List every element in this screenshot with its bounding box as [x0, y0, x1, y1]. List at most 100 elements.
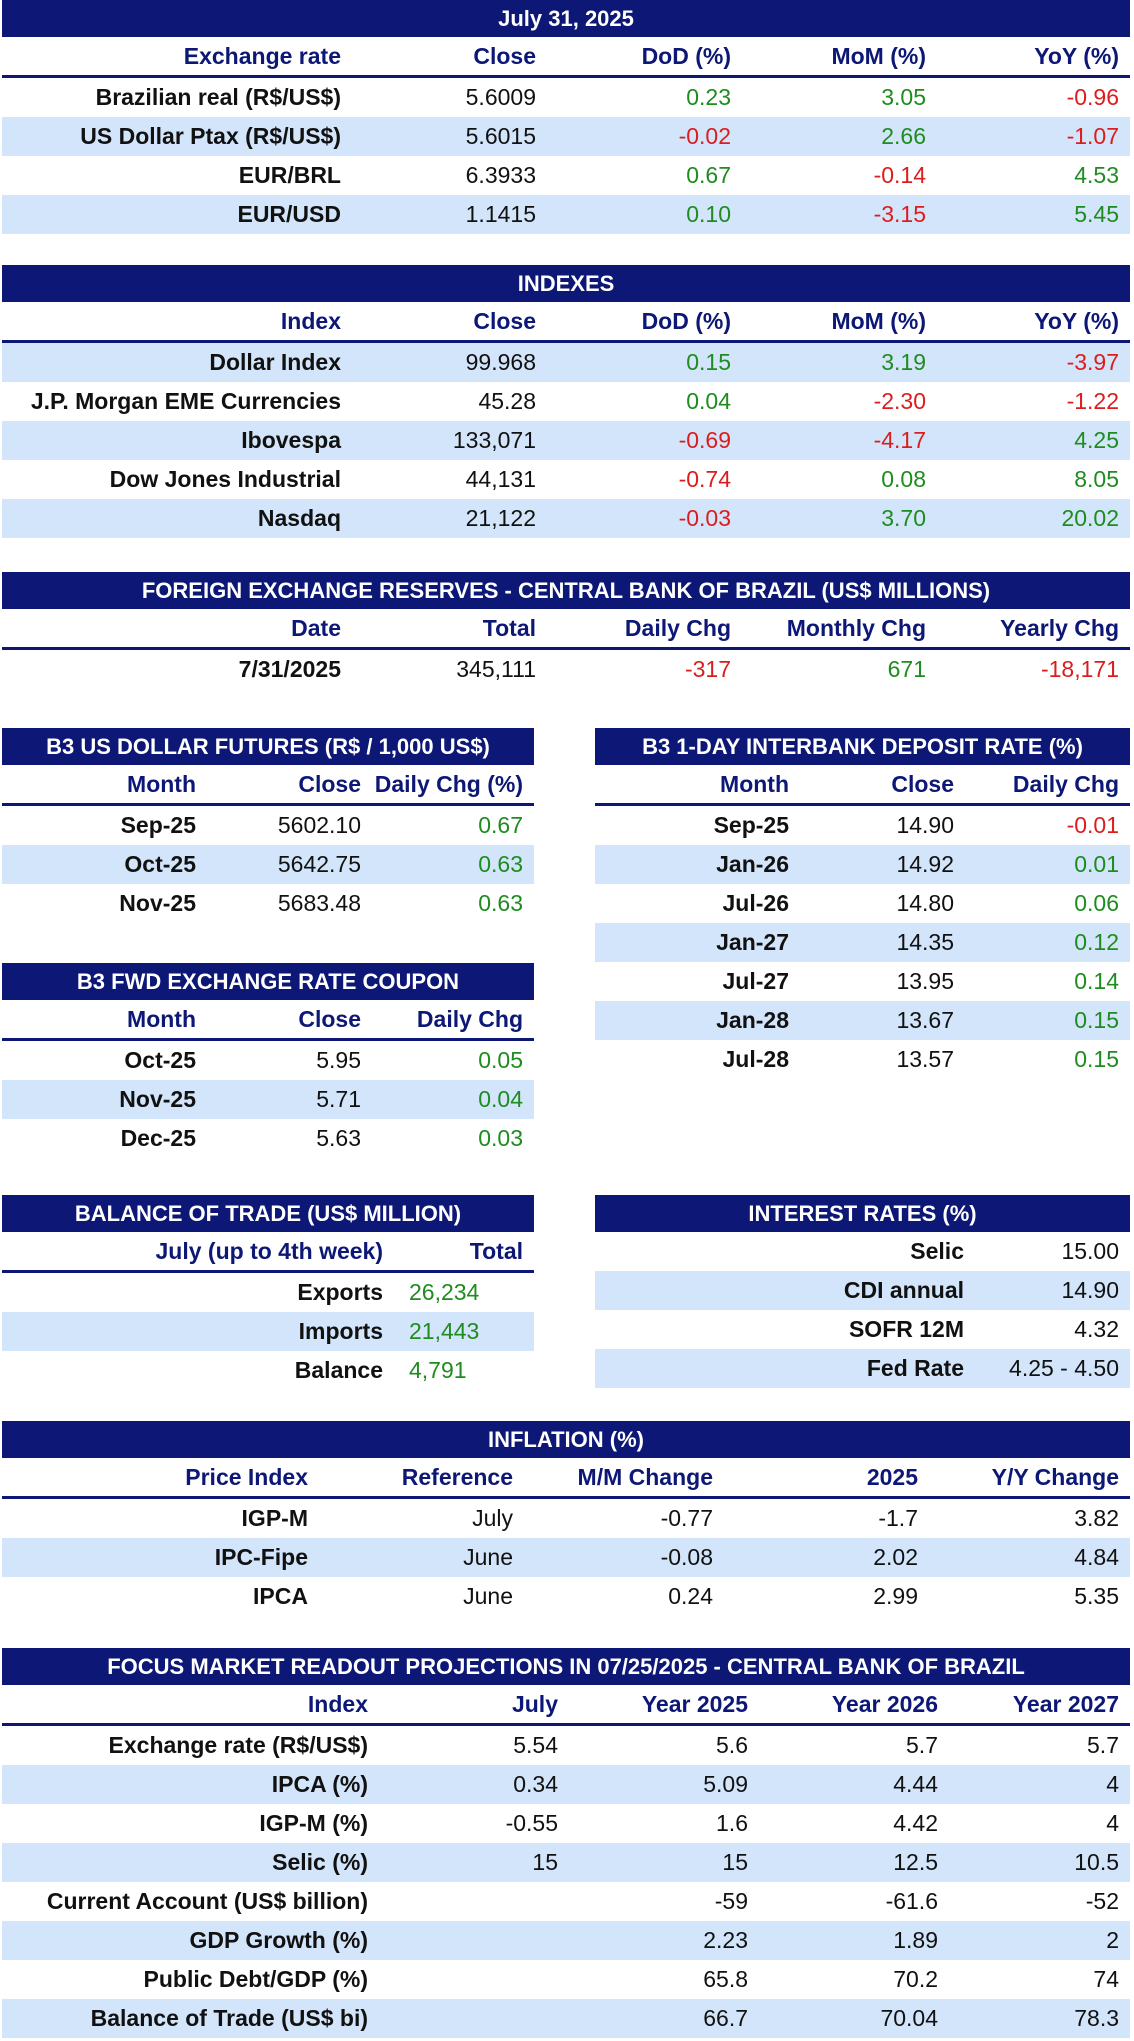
- cell-value: 15: [532, 1849, 558, 1875]
- cell-value: 3.05: [881, 84, 926, 110]
- column-header-close: Close: [298, 771, 361, 797]
- table-row: IPC-Fipe June -0.08 2.02 4.84: [2, 1538, 1130, 1577]
- table-row: Selic (%) 15 15 12.5 10.5: [2, 1843, 1130, 1882]
- cell-value: [374, 1882, 558, 1921]
- cell-value: -0.74: [678, 466, 731, 492]
- column-header-yoy: YoY (%): [1034, 43, 1119, 69]
- column-header-yearly-chg: Yearly Chg: [1000, 615, 1119, 641]
- cell-value: 45.28: [478, 388, 536, 414]
- table-row: Jul-26 14.80 0.06: [595, 884, 1130, 923]
- table-title: FOREIGN EXCHANGE RESERVES - CENTRAL BANK…: [2, 572, 1130, 609]
- row-label: GDP Growth (%): [189, 1927, 368, 1953]
- table-row: SOFR 12M 4.32: [595, 1310, 1130, 1349]
- cell-value: 21,122: [465, 505, 536, 531]
- table-title: BALANCE OF TRADE (US$ MILLION): [2, 1195, 534, 1232]
- cell-value: 26,234: [409, 1279, 480, 1305]
- column-header-mom: MoM (%): [831, 308, 926, 334]
- row-label: Brazilian real (R$/US$): [95, 84, 341, 110]
- cell-value: 0.24: [668, 1583, 713, 1609]
- cell-value: -1.22: [1066, 388, 1119, 414]
- row-label: Exchange rate (R$/US$): [108, 1732, 368, 1758]
- cell-value: 3.70: [881, 505, 926, 531]
- row-label: SOFR 12M: [848, 1316, 964, 1342]
- cell-value: 5642.75: [277, 851, 361, 877]
- cell-value: -4.17: [873, 427, 926, 453]
- row-label: Nov-25: [119, 890, 196, 916]
- cell-value: -61.6: [885, 1888, 938, 1914]
- cell-value: -0.69: [678, 427, 731, 453]
- cell-value: 0.67: [478, 812, 523, 838]
- row-label: Balance of Trade (US$ bi): [90, 2005, 368, 2031]
- cell-value: 2.66: [881, 123, 926, 149]
- cell-value: 4,791: [409, 1357, 467, 1383]
- cell-value: -0.02: [678, 123, 731, 149]
- row-label: Selic: [910, 1238, 964, 1264]
- cell-value: 1.1415: [465, 201, 536, 227]
- cell-value: 0.12: [1074, 929, 1119, 955]
- cell-value: 0.04: [686, 388, 731, 414]
- row-label: IPCA: [253, 1583, 308, 1609]
- table-row: IGP-M (%) -0.55 1.6 4.42 4: [2, 1804, 1130, 1843]
- cell-value: -0.55: [505, 1810, 558, 1836]
- column-header-index: Index: [280, 308, 341, 334]
- cell-value: 44,131: [465, 466, 536, 492]
- cell-value: -3.97: [1066, 349, 1119, 375]
- cell-value: 4.53: [1074, 162, 1119, 188]
- focus-projections-table: FOCUS MARKET READOUT PROJECTIONS IN 07/2…: [2, 1648, 1130, 2038]
- cell-value: 5.54: [513, 1732, 558, 1758]
- column-header-close: Close: [473, 308, 536, 334]
- table-row: Balance 4,791: [2, 1351, 534, 1390]
- table-row: Jan-28 13.67 0.15: [595, 1001, 1130, 1040]
- table-row: Selic 15.00: [595, 1232, 1130, 1271]
- column-header-row: Exchange rate Close DoD (%) MoM (%) YoY (%): [2, 37, 1130, 78]
- cell-value: 0.06: [1074, 890, 1119, 916]
- column-header-price-index: Price Index: [185, 1464, 308, 1490]
- column-header-total: Total: [482, 615, 536, 641]
- cell-value: -2.30: [873, 388, 926, 414]
- column-header-row: Month Close Daily Chg: [2, 1000, 534, 1041]
- cell-value: -18,171: [1040, 656, 1119, 682]
- cell-value: 133,071: [452, 427, 536, 453]
- column-header-close: Close: [891, 771, 954, 797]
- cell-value: 14.90: [1061, 1277, 1119, 1303]
- row-label: Current Account (US$ billion): [46, 1888, 368, 1914]
- cell-value: 5.09: [703, 1771, 748, 1797]
- column-header-row: Index Close DoD (%) MoM (%) YoY (%): [2, 302, 1130, 343]
- table-title: INDEXES: [2, 265, 1130, 302]
- column-header-reference: Reference: [401, 1464, 513, 1490]
- cell-value: 5.6: [716, 1732, 748, 1758]
- cell-value: -1.7: [878, 1505, 918, 1531]
- table-title: INTEREST RATES (%): [595, 1195, 1130, 1232]
- cell-value: 5.7: [1087, 1732, 1119, 1758]
- cell-value: 14.90: [896, 812, 954, 838]
- table-row: Imports 21,443: [2, 1312, 534, 1351]
- cell-value: 5.6015: [465, 123, 536, 149]
- cell-value: 70.04: [880, 2005, 938, 2031]
- cell-value: July: [472, 1505, 513, 1531]
- table-row: Jan-26 14.92 0.01: [595, 845, 1130, 884]
- column-header-month: Month: [127, 1006, 196, 1032]
- cell-value: 2.02: [873, 1544, 918, 1570]
- table-row: US Dollar Ptax (R$/US$) 5.6015 -0.02 2.66 -1…: [2, 117, 1130, 156]
- cell-value: -0.77: [660, 1505, 713, 1531]
- cell-value: 0.04: [478, 1086, 523, 1112]
- row-label: Public Debt/GDP (%): [143, 1966, 369, 1992]
- cell-value: June: [463, 1583, 513, 1609]
- table-row: Oct-25 5642.75 0.63: [2, 845, 534, 884]
- cell-value: [374, 1921, 558, 1960]
- row-label: Jan-26: [716, 851, 789, 877]
- cell-value: -59: [714, 1888, 748, 1914]
- table-row: Ibovespa 133,071 -0.69 -4.17 4.25: [2, 421, 1130, 460]
- row-label: Jul-26: [722, 890, 789, 916]
- row-label: Dow Jones Industrial: [109, 466, 341, 492]
- cell-value: 5683.48: [277, 890, 361, 916]
- row-label: CDI annual: [843, 1277, 964, 1303]
- cell-value: 13.67: [896, 1007, 954, 1033]
- table-title: B3 FWD EXCHANGE RATE COUPON: [2, 963, 534, 1000]
- table-row: IGP-M July -0.77 -1.7 3.82: [2, 1499, 1130, 1538]
- cell-value: 99.968: [465, 349, 536, 375]
- column-header-dod: DoD (%): [641, 308, 731, 334]
- table-row: Jan-27 14.35 0.12: [595, 923, 1130, 962]
- column-header-y-y-change: Y/Y Change: [991, 1464, 1119, 1490]
- row-label: Jul-27: [722, 968, 789, 994]
